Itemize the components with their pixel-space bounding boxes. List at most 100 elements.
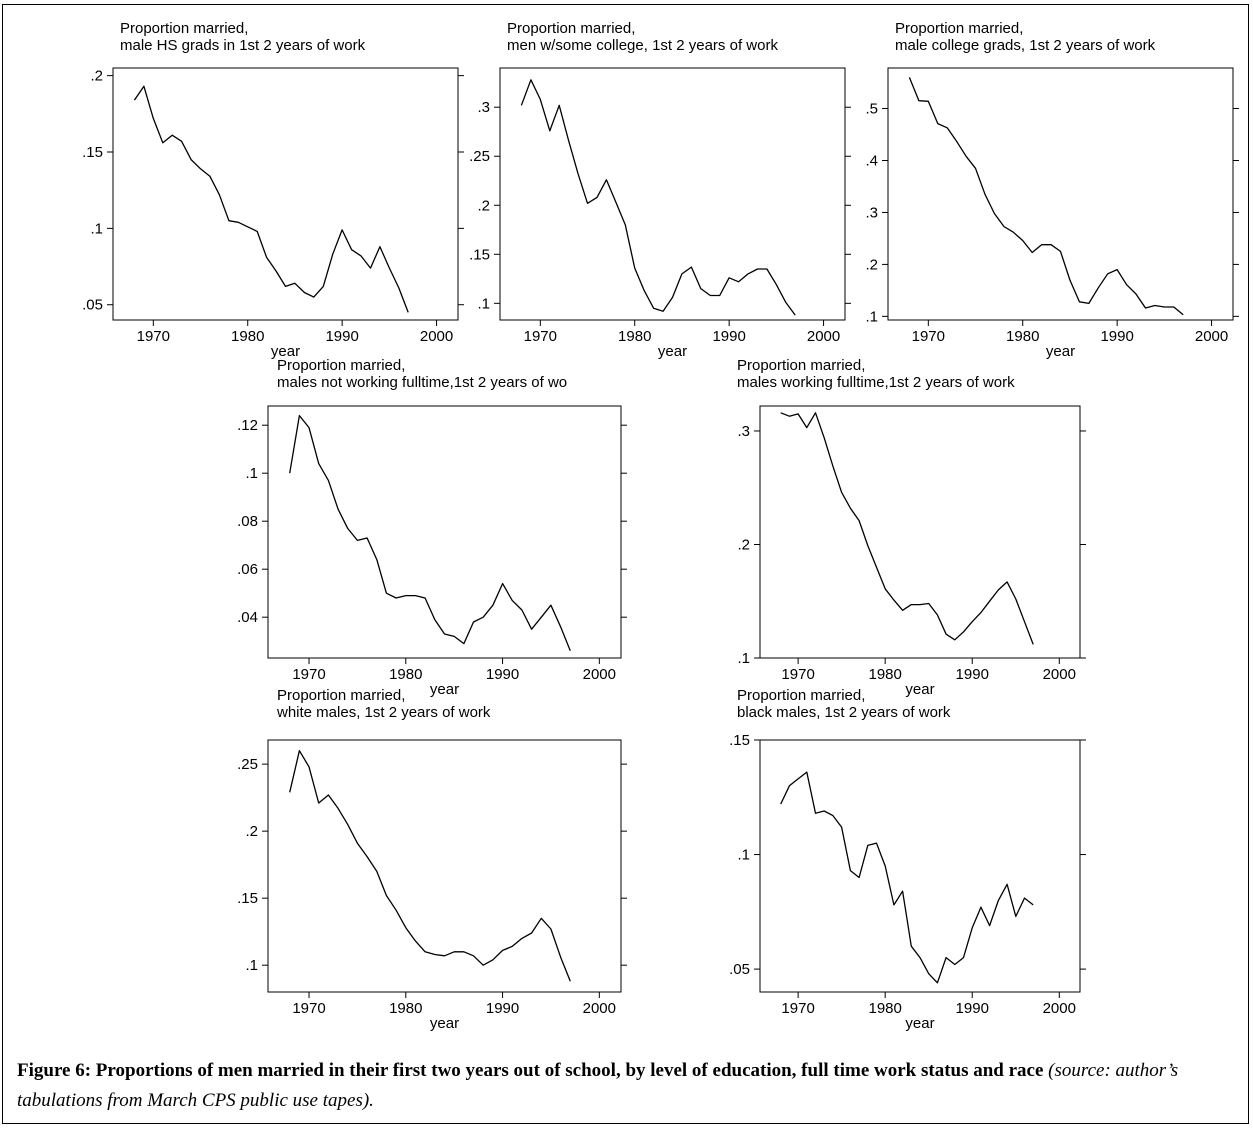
x-tick-label: 1970 — [292, 666, 325, 683]
panel-title-4: Proportion married, males not working ful… — [277, 357, 567, 391]
chart-svg: .04 .06 .08 .1 .12 1970 1980 1990 2000 year — [237, 405, 627, 698]
panel-subtitle-line: male HS grads in 1st 2 years of work — [120, 37, 366, 54]
plot-frame — [887, 67, 1234, 321]
y-tick-label: .3 — [737, 423, 750, 440]
panel-subtitle-line: white males, 1st 2 years of work — [277, 704, 491, 721]
y-tick-label: .25 — [469, 148, 490, 165]
chart-panel-5: .1 .2 .3 1970 1980 1990 2000 year — [737, 405, 1086, 698]
series-line — [133, 85, 409, 313]
x-tick-label: 1980 — [389, 1000, 422, 1017]
x-tick-label: 1990 — [486, 1000, 519, 1017]
series-line — [289, 414, 571, 652]
panel-subtitle-line: men w/some college, 1st 2 years of work — [507, 37, 778, 54]
series-line — [908, 77, 1184, 316]
series-line — [520, 79, 796, 316]
x-tick-label: 1970 — [137, 328, 170, 345]
x-tick-label: 2000 — [583, 1000, 616, 1017]
panel-title-5: Proportion married, males working fulltim… — [737, 357, 1015, 391]
y-tick-label: .5 — [865, 101, 878, 118]
y-tick-label: .08 — [237, 513, 258, 530]
panel-title-6: Proportion married, white males, 1st 2 ye… — [277, 687, 490, 721]
panel-title-line: Proportion married, — [737, 687, 866, 704]
chart-panel-6: .1 .15 .2 .25 1970 1980 1990 2000 year — [237, 739, 627, 1032]
y-tick-label: .1 — [865, 308, 878, 325]
x-tick-label: 2000 — [1043, 666, 1076, 683]
figure-caption: Figure 6: Proportions of men married in … — [17, 1056, 1237, 1116]
series-line — [780, 771, 1034, 984]
series-line — [780, 412, 1034, 645]
y-tick-label: .2 — [90, 68, 103, 85]
x-tick-label: 1990 — [956, 1000, 989, 1017]
panel-subtitle-line: males working fulltime,1st 2 years of wo… — [737, 374, 1015, 391]
x-tick-label: 1990 — [486, 666, 519, 683]
x-tick-label: 2000 — [1195, 328, 1228, 345]
panel-subtitle-line: males not working fulltime,1st 2 years o… — [277, 374, 568, 391]
x-tick-label: 1980 — [618, 328, 651, 345]
chart-svg: .1 .15 .2 .25 1970 1980 1990 2000 year — [237, 739, 627, 1032]
y-tick-label: .1 — [245, 957, 258, 974]
panel-title-line: Proportion married, — [277, 357, 406, 374]
plot-frame — [499, 67, 846, 321]
y-tick-label: .1 — [477, 295, 490, 312]
panel-title-line: Proportion married, — [895, 20, 1024, 37]
x-tick-label: 1970 — [781, 1000, 814, 1017]
y-tick-label: .25 — [237, 756, 258, 773]
x-tick-label: 2000 — [420, 328, 453, 345]
chart-panel-1: .05 .1 .15 .2 1970 1980 1990 2000 year — [82, 67, 464, 360]
x-tick-label: 1980 — [868, 666, 901, 683]
y-tick-label: .2 — [245, 823, 258, 840]
y-tick-label: .1 — [737, 847, 750, 864]
chart-panel-4: .04 .06 .08 .1 .12 1970 1980 1990 2000 year — [237, 405, 627, 698]
panel-subtitle-line: male college grads, 1st 2 years of work — [895, 37, 1156, 54]
y-tick-label: .15 — [469, 246, 490, 263]
y-tick-label: .3 — [865, 204, 878, 221]
chart-svg: .1 .15 .2 .25 .3 1970 1980 1990 2000 year — [469, 67, 851, 360]
plot-frame — [112, 67, 459, 321]
x-axis-label: year — [430, 1015, 459, 1032]
chart-svg: .05 .1 .15 1970 1980 1990 2000 year — [729, 732, 1086, 1032]
chart-svg: .1 .2 .3 1970 1980 1990 2000 year — [737, 405, 1086, 698]
chart-svg: .1 .2 .3 .4 .5 1970 1980 1990 2000 year — [865, 67, 1239, 360]
y-tick-label: .15 — [237, 890, 258, 907]
panel-title-line: Proportion married, — [507, 20, 636, 37]
panel-title-3: Proportion married, male college grads, 1… — [895, 20, 1155, 54]
x-tick-label: 1990 — [1100, 328, 1133, 345]
y-tick-label: .2 — [865, 256, 878, 273]
y-tick-label: .1 — [737, 650, 750, 667]
x-tick-label: 1990 — [325, 328, 358, 345]
panel-title-2: Proportion married, men w/some college, 1… — [507, 20, 778, 54]
plot-frame — [759, 739, 1081, 993]
x-tick-label: 1980 — [1006, 328, 1039, 345]
figure-frame — [2, 4, 1249, 1124]
x-tick-label: 1990 — [956, 666, 989, 683]
y-tick-label: .12 — [237, 417, 258, 434]
series-line — [289, 750, 571, 982]
x-tick-label: 1970 — [781, 666, 814, 683]
panel-title-7: Proportion married, black males, 1st 2 ye… — [737, 687, 950, 721]
y-tick-label: .1 — [245, 465, 258, 482]
chart-svg: .05 .1 .15 .2 1970 1980 1990 2000 year — [82, 67, 464, 360]
x-axis-label: year — [905, 1015, 934, 1032]
caption-bold-text: Figure 6: Proportions of men married in … — [17, 1060, 1044, 1081]
panel-title-1: Proportion married, male HS grads in 1st … — [120, 20, 365, 54]
x-tick-label: 1980 — [868, 1000, 901, 1017]
chart-panel-2: .1 .15 .2 .25 .3 1970 1980 1990 2000 year — [469, 67, 851, 360]
x-tick-label: 1990 — [712, 328, 745, 345]
y-tick-label: .2 — [737, 536, 750, 553]
y-tick-label: .15 — [729, 732, 750, 749]
plot-frame — [267, 739, 622, 993]
chart-panel-3: .1 .2 .3 .4 .5 1970 1980 1990 2000 year — [865, 67, 1239, 360]
caption-source-text: (source: author’s tabulations from March… — [17, 1060, 1179, 1111]
panel-title-line: Proportion married, — [737, 357, 866, 374]
x-axis-label: year — [658, 343, 687, 360]
y-tick-label: .15 — [82, 144, 103, 161]
x-tick-label: 1970 — [524, 328, 557, 345]
x-tick-label: 2000 — [1043, 1000, 1076, 1017]
plot-frame — [759, 405, 1081, 659]
y-tick-label: .05 — [82, 297, 103, 314]
x-tick-label: 1980 — [389, 666, 422, 683]
x-tick-label: 1970 — [292, 1000, 325, 1017]
x-tick-label: 2000 — [583, 666, 616, 683]
y-tick-label: .04 — [237, 609, 258, 626]
y-tick-label: .2 — [477, 197, 490, 214]
